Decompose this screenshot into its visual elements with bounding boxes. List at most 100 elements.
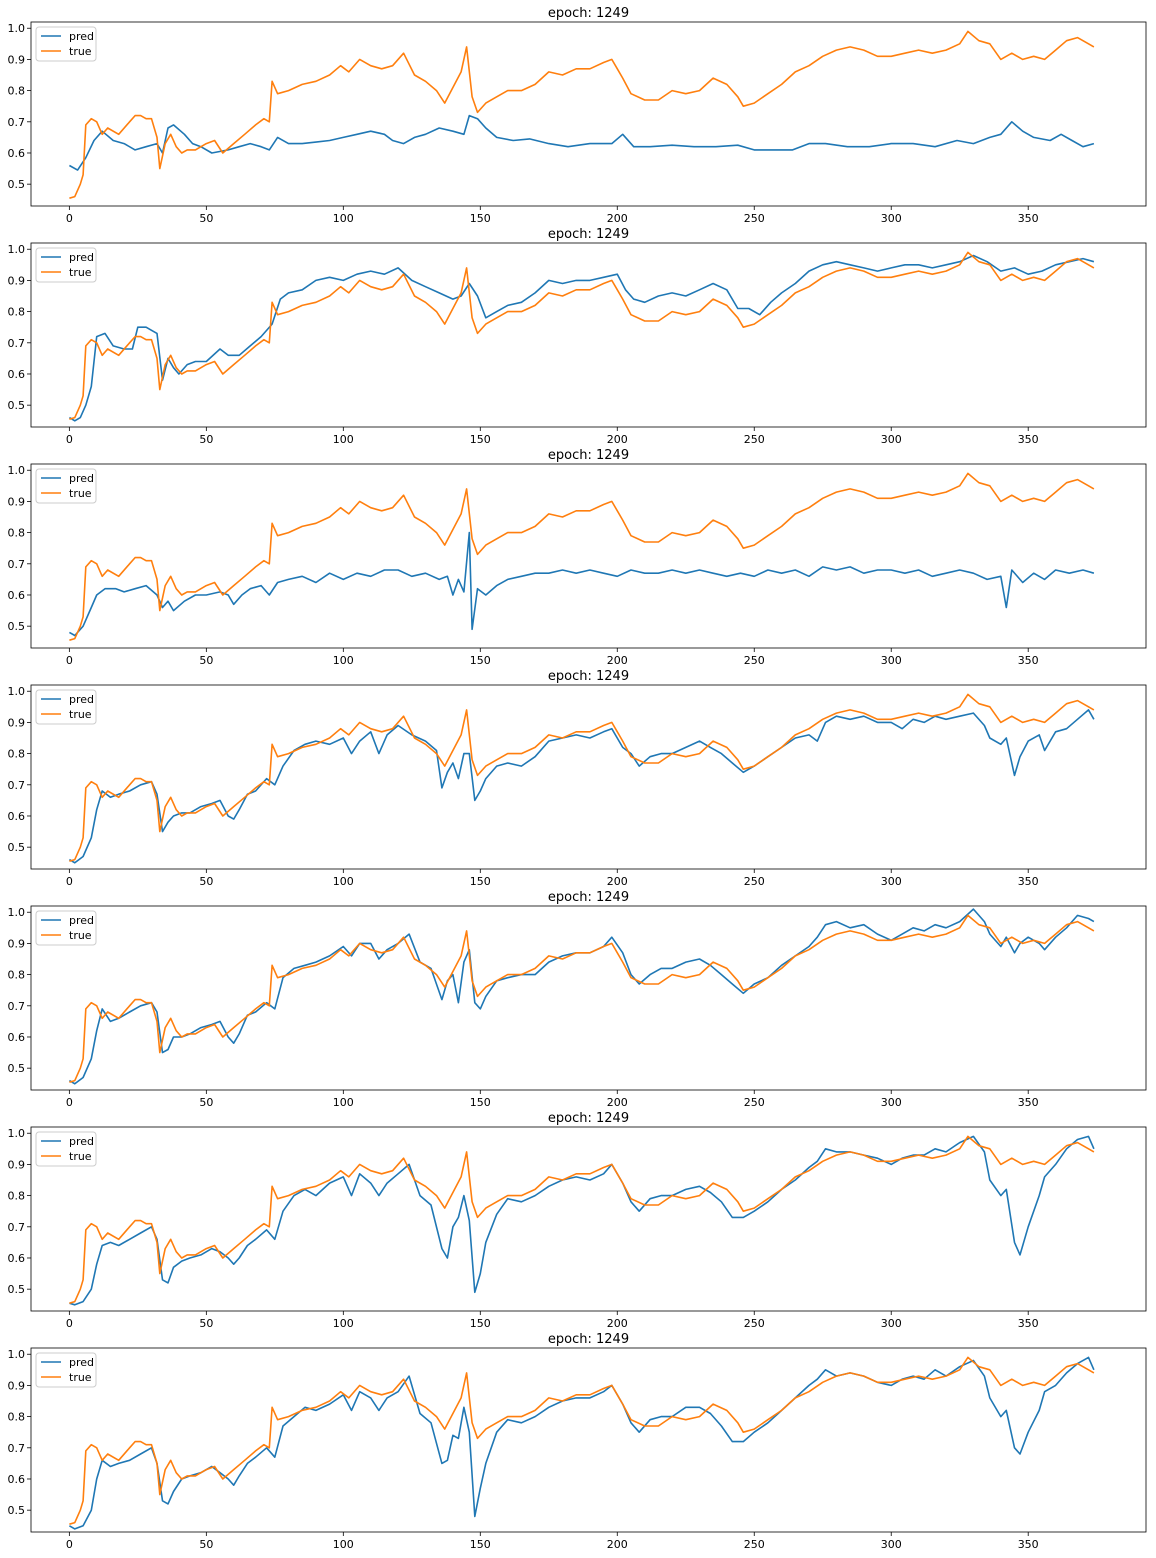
x-tick-label: 300 [881,212,902,225]
y-tick-label: 1.0 [8,906,26,919]
legend-label-pred: pred [69,1135,94,1148]
x-tick-label: 300 [881,654,902,667]
legend: pred true [35,247,97,283]
y-tick-label: 0.8 [8,85,26,98]
x-tick-label: 100 [333,212,354,225]
series-line-pred [69,1135,1095,1306]
y-tick-label: 0.5 [8,178,26,191]
x-tick-label: 350 [1018,1096,1039,1109]
x-tick-label: 250 [744,212,765,225]
chart-title: epoch: 1249 [548,6,629,21]
x-tick-label: 50 [199,1538,213,1551]
y-tick-label: 0.7 [8,1442,26,1455]
x-tick-label: 250 [744,1096,765,1109]
y-tick-label: 0.7 [8,1000,26,1013]
legend-label-true: true [69,1371,92,1384]
series-line-pred [69,114,1095,171]
x-tick-label: 200 [607,654,628,667]
x-tick-label: 150 [470,212,491,225]
x-tick-label: 250 [744,1317,765,1330]
y-tick-label: 0.9 [8,495,26,508]
x-tick-label: 200 [607,1538,628,1551]
series-group [69,472,1095,641]
series-line-pred [69,531,1095,637]
x-tick-label: 0 [66,1538,73,1551]
y-tick-label: 0.7 [8,116,26,129]
x-tick-label: 0 [66,654,73,667]
legend-label-pred: pred [69,914,94,927]
x-tick-label: 200 [607,1317,628,1330]
series-group [69,1135,1095,1306]
series-line-pred [68,254,1095,422]
y-tick-label: 0.6 [8,1473,26,1486]
x-tick-label: 50 [199,433,213,446]
x-tick-label: 250 [744,875,765,888]
chart-title: epoch: 1249 [548,1332,629,1347]
y-tick-label: 0.8 [8,969,26,982]
y-tick-label: 0.6 [8,1031,26,1044]
x-tick-label: 200 [607,212,628,225]
y-tick-label: 0.9 [8,274,26,287]
x-tick-label: 350 [1018,654,1039,667]
x-tick-label: 0 [66,875,73,888]
legend: pred true [35,689,97,725]
x-tick-label: 250 [744,1538,765,1551]
x-tick-label: 350 [1018,875,1039,888]
x-tick-label: 200 [607,875,628,888]
x-tick-label: 50 [199,1096,213,1109]
legend: pred true [35,26,97,62]
axes-frame [30,905,1147,1091]
chart-title: epoch: 1249 [548,890,629,905]
y-tick-label: 0.6 [8,589,26,602]
x-tick-label: 0 [66,1317,73,1330]
y-tick-label: 0.5 [8,620,26,633]
y-tick-label: 0.5 [8,399,26,412]
subplot-2: epoch: 1249 0 50 100 150 200 250 300 350 0.5 0.6 0.… [8,227,1147,446]
subplot-3: epoch: 1249 0 50 100 150 200 250 300 350 0.5 0.6 0.… [8,448,1147,667]
x-tick-label: 150 [470,654,491,667]
y-tick-label: 1.0 [8,22,26,35]
legend-label-pred: pred [69,1356,94,1369]
y-tick-label: 0.6 [8,368,26,381]
series-group [68,908,1095,1085]
chart-title: epoch: 1249 [548,1111,629,1126]
legend-label-true: true [69,266,92,279]
y-tick-label: 0.6 [8,810,26,823]
y-tick-label: 0.9 [8,1158,26,1171]
series-line-true [69,1356,1095,1525]
y-tick-label: 0.7 [8,1221,26,1234]
chart-title: epoch: 1249 [548,669,629,684]
legend-label-pred: pred [69,693,94,706]
series-group [69,30,1095,199]
series-line-pred [68,908,1095,1085]
x-tick-label: 50 [199,654,213,667]
x-tick-label: 100 [333,1096,354,1109]
y-tick-label: 0.7 [8,779,26,792]
axes-frame [30,242,1147,428]
x-tick-label: 50 [199,875,213,888]
axes-frame [30,1126,1147,1312]
x-tick-label: 300 [881,1538,902,1551]
x-tick-label: 350 [1018,1538,1039,1551]
x-tick-label: 100 [333,1538,354,1551]
series-line-true [69,472,1095,641]
legend-label-true: true [69,708,92,721]
y-tick-label: 1.0 [8,1348,26,1361]
series-line-pred [69,1356,1095,1530]
x-tick-label: 150 [470,1317,491,1330]
y-tick-label: 1.0 [8,685,26,698]
y-tick-label: 0.9 [8,937,26,950]
legend: pred true [35,910,97,946]
x-tick-label: 250 [744,433,765,446]
x-tick-label: 250 [744,654,765,667]
y-tick-label: 0.8 [8,1190,26,1203]
legend: pred true [35,1131,97,1167]
y-tick-label: 0.8 [8,1411,26,1424]
x-tick-label: 150 [470,875,491,888]
x-tick-label: 350 [1018,433,1039,446]
series-line-true [69,693,1095,862]
y-tick-label: 0.8 [8,306,26,319]
x-tick-label: 0 [66,212,73,225]
x-tick-label: 300 [881,1317,902,1330]
